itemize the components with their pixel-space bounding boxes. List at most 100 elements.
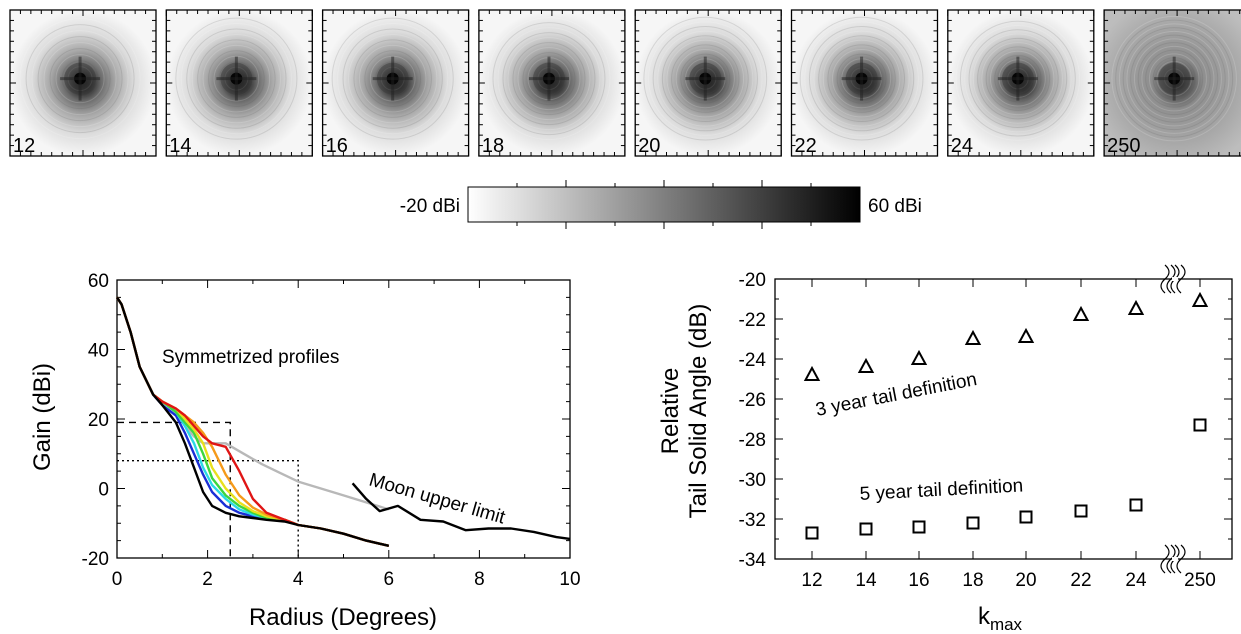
gain-x-tick-label: 10 bbox=[559, 569, 580, 590]
beam-ring bbox=[836, 53, 887, 104]
square-marker bbox=[1074, 504, 1088, 518]
beam-map-label: 18 bbox=[482, 135, 504, 157]
triangle-marker bbox=[1127, 299, 1145, 315]
beam-ring bbox=[37, 36, 123, 122]
tail-x-tick-label: 20 bbox=[1015, 570, 1036, 591]
axis-break-bottom bbox=[1166, 544, 1176, 574]
axis-break-bottom bbox=[1160, 544, 1170, 574]
tail-ylabel-line2: Tail Solid Angle (dB) bbox=[685, 304, 712, 519]
beam-ring bbox=[652, 25, 758, 132]
tail-xlabel-subscript: max bbox=[990, 615, 1023, 634]
beam-ring bbox=[671, 44, 740, 113]
beam-map-panel: 16 bbox=[321, 9, 470, 157]
beam-map-panel: 20 bbox=[634, 9, 782, 157]
profiles-annotation: Symmetrized profiles bbox=[162, 347, 339, 368]
tail-plot-frame bbox=[774, 278, 1233, 560]
triangle-marker bbox=[1072, 305, 1090, 321]
beam-maps: 12 14 16 18 20 22 24 250 bbox=[9, 9, 1241, 157]
beam-ring bbox=[799, 16, 924, 141]
beam-ring bbox=[964, 24, 1072, 133]
beam-map-label: 22 bbox=[795, 135, 817, 157]
beam-ring bbox=[331, 17, 454, 140]
triangle-marker bbox=[803, 365, 821, 381]
tail-y-tick-label: -20 bbox=[739, 270, 766, 291]
beam-ring bbox=[955, 16, 1081, 141]
colorbar-max-label: 60 dBi bbox=[868, 196, 922, 217]
tail-x-tick-label: 14 bbox=[855, 570, 877, 591]
gain-profile-plot: Gain (dBi) Radius (Degrees) Symmetrized … bbox=[29, 271, 581, 631]
colorbar-min-label: -20 dBi bbox=[400, 196, 460, 217]
beam-ring bbox=[1115, 19, 1234, 138]
series-label-5year: 5 year tail definition bbox=[859, 475, 1024, 505]
beam-ring bbox=[49, 48, 111, 110]
beam-ring bbox=[680, 53, 731, 104]
beam-ring bbox=[648, 21, 763, 136]
reference-box-dashed bbox=[117, 421, 231, 558]
beam-ring bbox=[358, 44, 427, 113]
square-marker bbox=[1019, 510, 1033, 524]
gain-profile-line bbox=[115, 296, 390, 511]
beam-map-panel: 12 bbox=[9, 9, 157, 157]
gain-profile-line bbox=[115, 296, 390, 547]
tail-y-tick-label: -32 bbox=[739, 510, 766, 531]
beam-ring bbox=[985, 46, 1051, 111]
beam-ring bbox=[25, 24, 135, 134]
colorbar-ticks bbox=[516, 180, 812, 229]
square-marker bbox=[966, 516, 980, 530]
beam-ring bbox=[43, 42, 117, 116]
gain-y-tick-label: 40 bbox=[88, 341, 109, 362]
gain-x-tick-label: 6 bbox=[384, 569, 395, 590]
beam-ring bbox=[822, 39, 901, 118]
square-marker bbox=[859, 522, 873, 536]
beam-map-label: 16 bbox=[326, 135, 348, 157]
axis-break-gap bbox=[1172, 557, 1178, 561]
square-marker bbox=[1193, 418, 1207, 432]
beam-map-label: 12 bbox=[13, 135, 35, 157]
tail-x-tick-label: 250 bbox=[1184, 570, 1216, 591]
beam-ring bbox=[981, 42, 1055, 116]
beam-map-label: 14 bbox=[169, 135, 191, 157]
beam-ring bbox=[808, 25, 915, 132]
tail-x-tick-label: 12 bbox=[801, 570, 822, 591]
colorbar: -20 dBi 60 dBi bbox=[400, 180, 922, 229]
beam-ring bbox=[186, 28, 287, 129]
beam-ring bbox=[191, 33, 282, 124]
beam-ring bbox=[1126, 30, 1222, 127]
beam-ring bbox=[19, 18, 141, 140]
beam-ring bbox=[804, 21, 919, 136]
axis-break-bottom bbox=[1176, 544, 1186, 574]
moon-limit-line bbox=[351, 482, 571, 541]
beam-ring bbox=[657, 30, 754, 127]
beam-ring bbox=[666, 39, 745, 118]
beam-ring bbox=[502, 32, 596, 126]
gain-x-tick-label: 0 bbox=[112, 569, 123, 590]
tail-y-tick-label: -26 bbox=[739, 390, 766, 411]
beam-ring bbox=[994, 54, 1042, 103]
beam-ring bbox=[364, 50, 421, 107]
gain-y-tick-label: 20 bbox=[88, 410, 109, 431]
square-marker bbox=[912, 520, 926, 534]
tail-y-tick-label: -30 bbox=[739, 470, 766, 491]
beam-ring bbox=[507, 37, 591, 121]
triangle-marker bbox=[910, 349, 928, 365]
beam-ring bbox=[55, 54, 105, 104]
tail-x-tick-label: 24 bbox=[1125, 570, 1147, 591]
beam-ring bbox=[175, 17, 298, 140]
beam-map-label: 250 bbox=[1107, 135, 1140, 157]
beam-ring bbox=[487, 17, 611, 141]
beam-ring bbox=[342, 28, 443, 129]
beam-ring bbox=[1111, 15, 1237, 142]
beam-ring bbox=[31, 30, 129, 128]
square-marker bbox=[1129, 498, 1143, 512]
beam-ring bbox=[492, 22, 606, 136]
beam-ring bbox=[661, 35, 749, 123]
gain-x-tick-label: 4 bbox=[293, 569, 304, 590]
beam-ring bbox=[1133, 38, 1215, 119]
beam-ring bbox=[818, 35, 906, 123]
beam-ring bbox=[208, 50, 265, 107]
beam-ring bbox=[202, 44, 271, 113]
tail-x-tick-label: 18 bbox=[962, 570, 983, 591]
triangle-marker bbox=[1191, 291, 1209, 307]
beam-ring bbox=[1148, 53, 1200, 104]
